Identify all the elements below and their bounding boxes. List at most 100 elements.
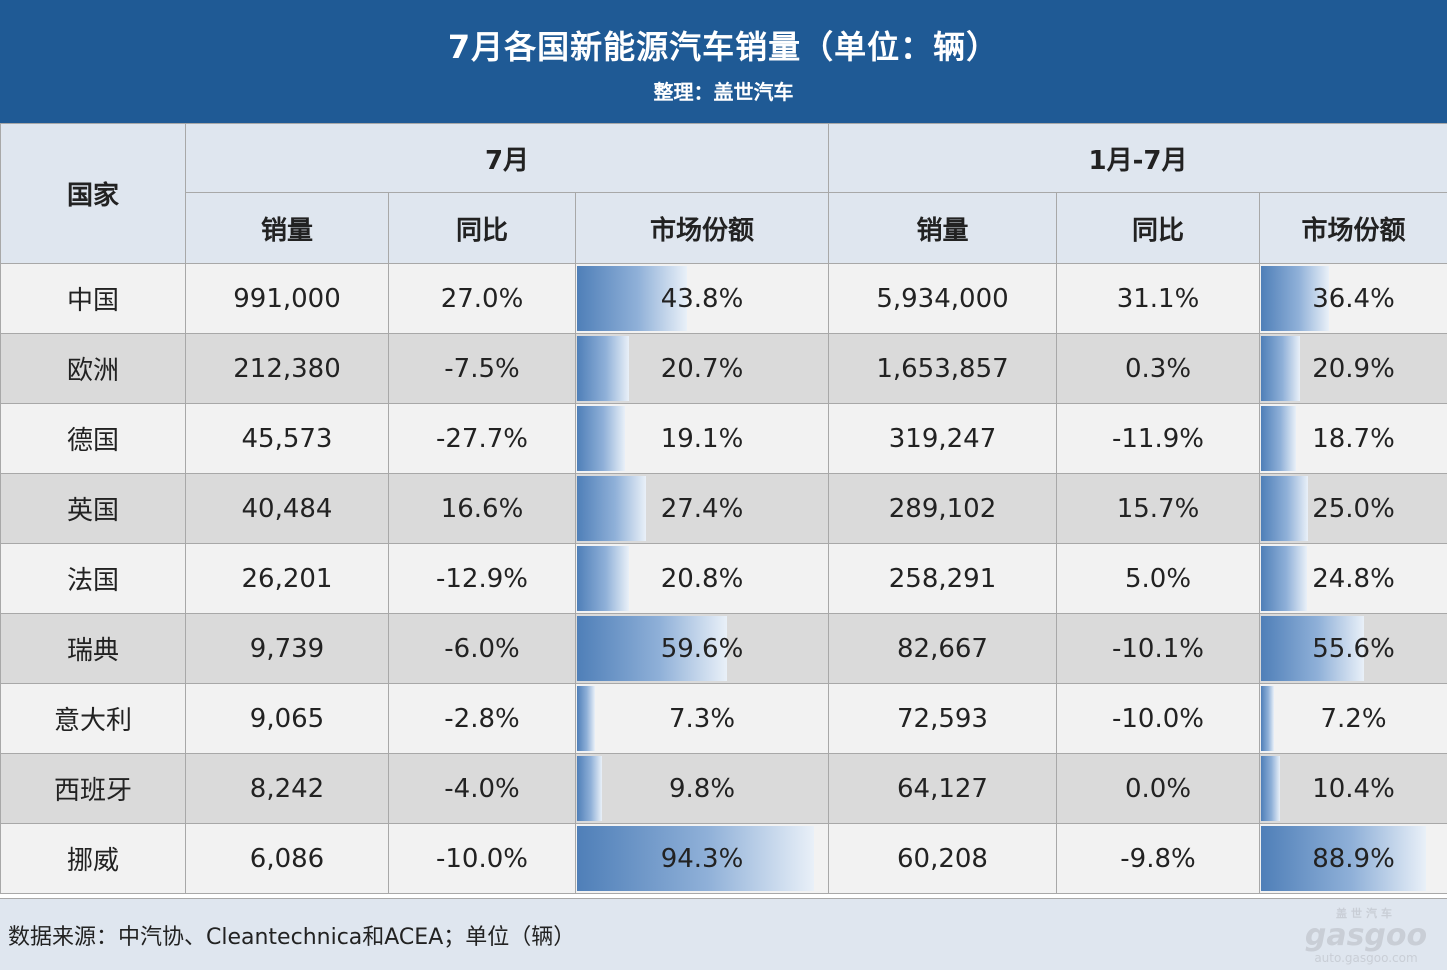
- month-yoy-cell: 16.6%: [388, 473, 576, 544]
- ytd-share-cell: 88.9%: [1259, 823, 1447, 894]
- ytd-share-cell: 7.2%: [1259, 683, 1447, 754]
- month-sales-cell: 8,242: [185, 753, 389, 824]
- share-bar: [1261, 266, 1329, 331]
- ytd-sales-header: 销量: [828, 192, 1057, 264]
- share-bar: [1261, 616, 1364, 681]
- share-bar: [1261, 406, 1296, 471]
- ytd-sales-cell: 5,934,000: [828, 263, 1057, 334]
- ytd-share-cell: 36.4%: [1259, 263, 1447, 334]
- ytd-sales-cell: 72,593: [828, 683, 1057, 754]
- month-share-cell: 20.7%: [575, 333, 829, 404]
- ytd-yoy-cell: -10.0%: [1056, 683, 1260, 754]
- watermark-url-text: auto.gasgoo.com: [1314, 951, 1418, 965]
- month-sales-cell: 45,573: [185, 403, 389, 474]
- month-share-cell: 9.8%: [575, 753, 829, 824]
- ytd-yoy-cell: 31.1%: [1056, 263, 1260, 334]
- share-bar: [1261, 756, 1280, 821]
- share-value: 88.9%: [1312, 843, 1395, 874]
- share-bar: [577, 686, 595, 751]
- share-value: 7.2%: [1320, 703, 1387, 734]
- share-bar: [1261, 686, 1274, 751]
- share-bar: [577, 476, 646, 541]
- share-bar: [577, 756, 602, 821]
- footer: 数据来源：中汽协、Cleantechnica和ACEA；单位（辆） 盖世汽车 g…: [0, 898, 1447, 970]
- ytd-yoy-cell: 15.7%: [1056, 473, 1260, 544]
- ytd-sales-cell: 60,208: [828, 823, 1057, 894]
- share-bar: [577, 336, 629, 401]
- month-share-header: 市场份额: [575, 192, 829, 264]
- share-value: 20.7%: [660, 353, 744, 384]
- ytd-yoy-header: 同比: [1056, 192, 1260, 264]
- month-sales-cell: 991,000: [185, 263, 389, 334]
- table-row: 意大利 9,065 -2.8% 7.3% 72,593 -10.0% 7.2%: [0, 683, 1447, 754]
- share-value: 43.8%: [660, 283, 744, 314]
- ytd-sales-cell: 319,247: [828, 403, 1057, 474]
- table-row: 瑞典 9,739 -6.0% 59.6% 82,667 -10.1% 55.6%: [0, 613, 1447, 684]
- month-yoy-cell: -6.0%: [388, 613, 576, 684]
- table-body: 中国 991,000 27.0% 43.8% 5,934,000 31.1% 36.4% 欧洲…: [0, 263, 1447, 894]
- watermark-brand-text: gasgoo: [1304, 918, 1428, 953]
- share-value: 55.6%: [1312, 633, 1395, 664]
- share-bar: [577, 546, 629, 611]
- share-value: 24.8%: [1312, 563, 1395, 594]
- month-yoy-cell: -4.0%: [388, 753, 576, 824]
- month-yoy-cell: -2.8%: [388, 683, 576, 754]
- month-yoy-cell: 27.0%: [388, 263, 576, 334]
- share-value: 9.8%: [668, 773, 736, 804]
- country-cell: 欧洲: [0, 333, 186, 404]
- month-sales-cell: 9,065: [185, 683, 389, 754]
- month-sales-header: 销量: [185, 192, 389, 264]
- ytd-sales-cell: 289,102: [828, 473, 1057, 544]
- ytd-sales-cell: 82,667: [828, 613, 1057, 684]
- month-yoy-cell: -7.5%: [388, 333, 576, 404]
- month-yoy-header: 同比: [388, 192, 576, 264]
- share-value: 94.3%: [660, 843, 744, 874]
- ytd-sales-cell: 64,127: [828, 753, 1057, 824]
- period-ytd-header: 1月-7月: [828, 123, 1447, 193]
- ytd-share-cell: 25.0%: [1259, 473, 1447, 544]
- table-row: 法国 26,201 -12.9% 20.8% 258,291 5.0% 24.8%: [0, 543, 1447, 614]
- period-month-header: 7月: [185, 123, 829, 193]
- country-cell: 挪威: [0, 823, 186, 894]
- month-yoy-cell: -27.7%: [388, 403, 576, 474]
- month-sales-cell: 6,086: [185, 823, 389, 894]
- share-value: 59.6%: [660, 633, 744, 664]
- month-share-cell: 19.1%: [575, 403, 829, 474]
- sales-table: 国家 7月 1月-7月 销量 同比 市场份额 销量 同比 市场份额 中国 991,…: [0, 123, 1447, 894]
- share-value: 18.7%: [1312, 423, 1395, 454]
- month-sales-cell: 26,201: [185, 543, 389, 614]
- table-row: 欧洲 212,380 -7.5% 20.7% 1,653,857 0.3% 20.9%: [0, 333, 1447, 404]
- country-cell: 中国: [0, 263, 186, 334]
- month-share-cell: 43.8%: [575, 263, 829, 334]
- country-column-header: 国家: [0, 123, 186, 264]
- ytd-share-header: 市场份额: [1259, 192, 1447, 264]
- country-cell: 德国: [0, 403, 186, 474]
- month-share-cell: 59.6%: [575, 613, 829, 684]
- ytd-share-cell: 18.7%: [1259, 403, 1447, 474]
- share-bar: [1261, 476, 1308, 541]
- month-yoy-cell: -12.9%: [388, 543, 576, 614]
- month-share-cell: 7.3%: [575, 683, 829, 754]
- ytd-sales-cell: 1,653,857: [828, 333, 1057, 404]
- ytd-yoy-cell: -11.9%: [1056, 403, 1260, 474]
- ytd-yoy-cell: 5.0%: [1056, 543, 1260, 614]
- table-row: 英国 40,484 16.6% 27.4% 289,102 15.7% 25.0%: [0, 473, 1447, 544]
- share-value: 36.4%: [1312, 283, 1395, 314]
- month-sales-cell: 212,380: [185, 333, 389, 404]
- table-row: 挪威 6,086 -10.0% 94.3% 60,208 -9.8% 88.9%: [0, 823, 1447, 894]
- header-row-metrics: 销量 同比 市场份额 销量 同比 市场份额: [1, 192, 1447, 264]
- month-sales-cell: 40,484: [185, 473, 389, 544]
- ytd-yoy-cell: -9.8%: [1056, 823, 1260, 894]
- table-row: 德国 45,573 -27.7% 19.1% 319,247 -11.9% 18.7%: [0, 403, 1447, 474]
- country-cell: 英国: [0, 473, 186, 544]
- share-bar: [1261, 546, 1307, 611]
- ytd-share-cell: 55.6%: [1259, 613, 1447, 684]
- ytd-share-cell: 10.4%: [1259, 753, 1447, 824]
- data-source-note: 数据来源：中汽协、Cleantechnica和ACEA；单位（辆）: [8, 925, 576, 950]
- country-cell: 瑞典: [0, 613, 186, 684]
- ytd-share-cell: 20.9%: [1259, 333, 1447, 404]
- share-value: 25.0%: [1312, 493, 1395, 524]
- country-cell: 西班牙: [0, 753, 186, 824]
- country-cell: 法国: [0, 543, 186, 614]
- ytd-sales-cell: 258,291: [828, 543, 1057, 614]
